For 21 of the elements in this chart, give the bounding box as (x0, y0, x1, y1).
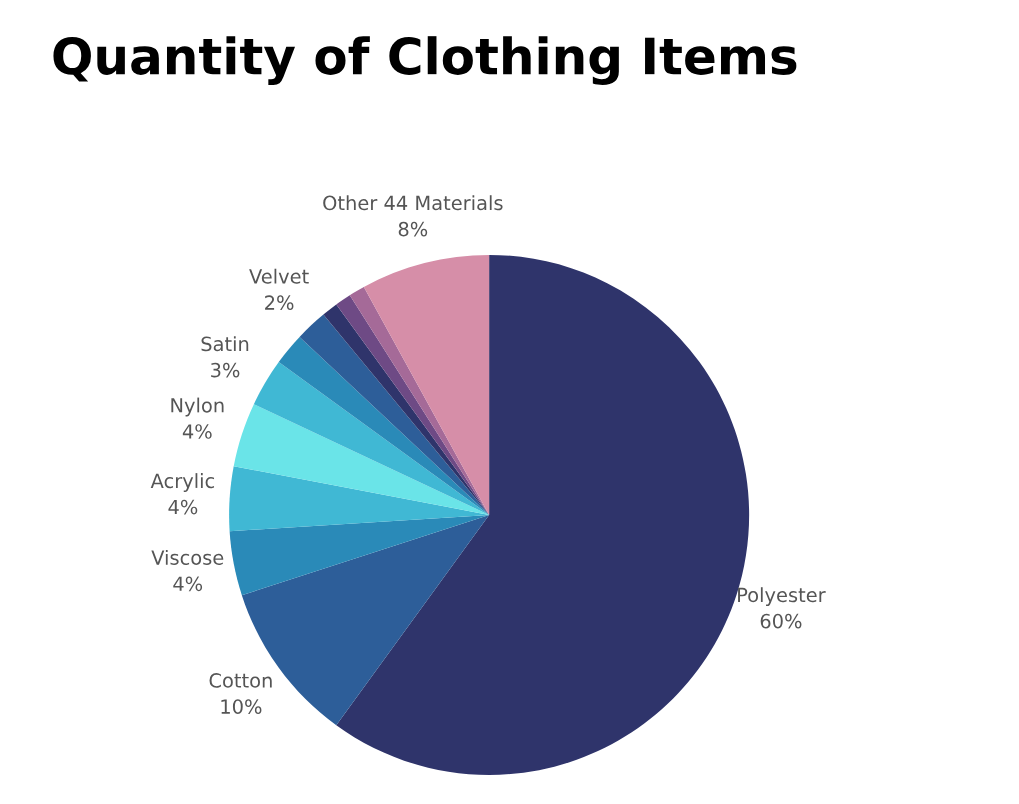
data-label: 4% (168, 499, 198, 515)
pie-slice (363, 254, 490, 515)
data-label: 4% (173, 576, 203, 592)
slice-label: Other 44 Materials (323, 195, 503, 211)
data-label: 2% (265, 295, 294, 310)
slice-label: Satin (201, 336, 249, 352)
slice-label: Velvet (249, 268, 309, 284)
chart-title: Quantity of Clothing Items (53, 36, 797, 85)
data-label: 60% (760, 613, 802, 629)
data-label: 10% (221, 699, 262, 714)
data-label: 8% (398, 221, 428, 237)
pie-slice (229, 514, 490, 596)
slice-label: Viscose (151, 549, 224, 565)
data-label: 4% (182, 424, 212, 439)
data-label: 3% (211, 362, 240, 378)
slice-label: Acrylic (150, 473, 215, 492)
slice-label: Nylon (171, 397, 224, 417)
slice-label: Cotton (209, 673, 272, 688)
pie-slice (278, 336, 490, 515)
pie-slice (233, 404, 490, 515)
slice-label: Polyester (738, 587, 826, 607)
